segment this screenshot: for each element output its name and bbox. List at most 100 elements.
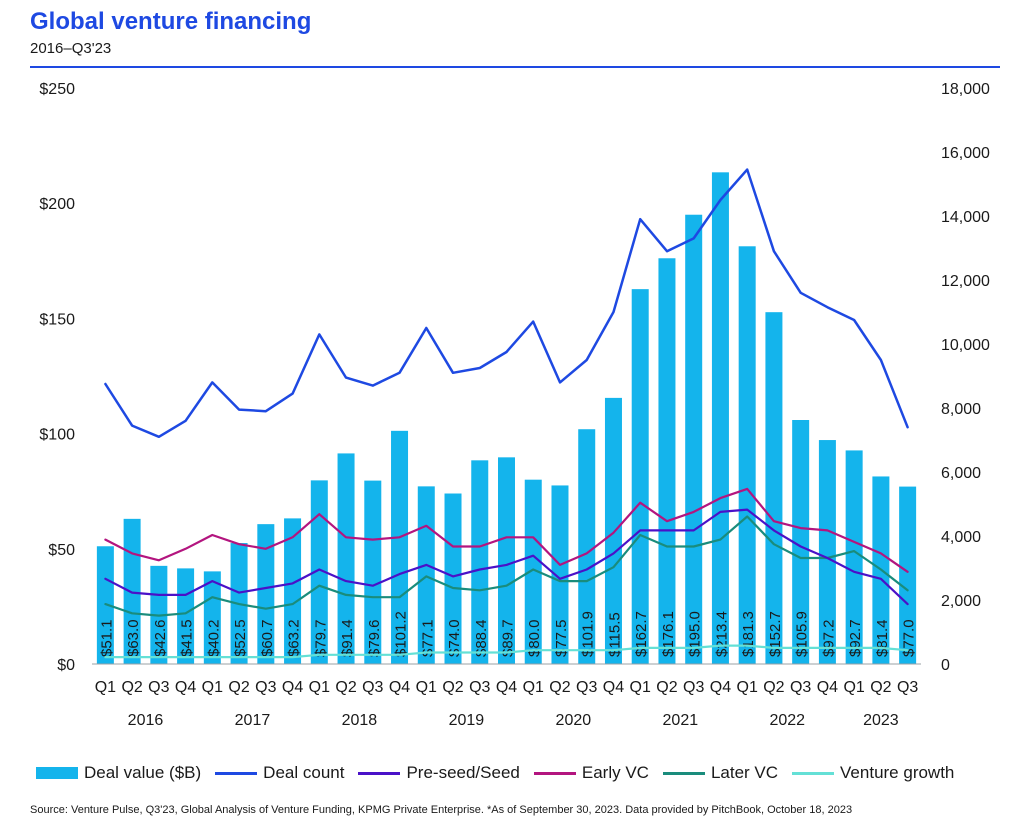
bar-value-label: $97.2 (820, 619, 837, 657)
bar-deal-value (257, 524, 275, 664)
x-tick-label: Q2 (763, 679, 784, 696)
line-pre-seed-seed (104, 508, 909, 606)
x-tick-label: Q2 (335, 679, 356, 696)
bar-value-label: $91.4 (339, 619, 356, 657)
y-left-tick-label: $200 (39, 196, 75, 213)
x-year-label: 2016 (128, 712, 164, 729)
bar-deal-value (524, 479, 542, 664)
bar-deal-value (899, 486, 917, 664)
x-tick-label: Q3 (576, 679, 597, 696)
line-later-vc (104, 515, 909, 617)
x-tick-label: Q3 (469, 679, 490, 696)
legend-item-early-vc: Early VC (533, 763, 649, 783)
legend-item-venture-growth: Venture growth (792, 763, 954, 783)
y-right-tick-label: 2,000 (941, 593, 981, 610)
bar-deal-value (765, 312, 783, 664)
y-left-tick-label: $0 (57, 657, 75, 674)
bar-value-label: $52.5 (232, 619, 249, 657)
y-right-tick-label: 16,000 (941, 145, 990, 162)
chart-title: Global venture financing (30, 8, 312, 35)
x-tick-label: Q4 (496, 679, 517, 696)
legend-label-pre-seed: Pre-seed/Seed (406, 763, 520, 782)
legend-swatch-early-vc (533, 771, 576, 775)
x-tick-label: Q1 (630, 679, 651, 696)
x-tick-label: Q2 (442, 679, 463, 696)
y-right-tick-label: 6,000 (941, 465, 981, 482)
bar-value-label: $77.5 (553, 619, 570, 657)
y-right-tick-label: 8,000 (941, 401, 981, 418)
x-year-label: 2018 (342, 712, 378, 729)
bar-value-label: $105.9 (794, 611, 811, 657)
y-right-tick-label: 10,000 (941, 337, 990, 354)
x-tick-label: Q2 (228, 679, 249, 696)
x-tick-label: Q1 (843, 679, 864, 696)
x-year-label: 2023 (863, 712, 899, 729)
chart-legend: Deal value ($B) Deal count Pre-seed/Seed… (36, 763, 968, 783)
x-tick-label: Q1 (416, 679, 437, 696)
bar-deal-value (551, 485, 569, 664)
bar-value-label: $162.7 (633, 611, 650, 657)
bar-deal-value (498, 457, 515, 664)
x-tick-label: Q4 (175, 679, 196, 696)
legend-item-deal-count: Deal count (215, 763, 344, 783)
bar-deal-value (818, 440, 836, 664)
x-tick-label: Q1 (202, 679, 223, 696)
bar-deal-value (471, 460, 489, 664)
x-year-label: 2020 (556, 712, 592, 729)
x-tick-label: Q2 (656, 679, 677, 696)
legend-swatch-later-vc (662, 771, 705, 775)
x-tick-label: Q3 (683, 679, 704, 696)
y-right-tick-label: 4,000 (941, 529, 981, 546)
x-tick-label: Q4 (817, 679, 838, 696)
legend-item-pre-seed: Pre-seed/Seed (358, 763, 520, 783)
bar-value-label: $63.0 (125, 619, 142, 657)
bar-value-label: $181.3 (740, 611, 757, 657)
bar-value-label: $41.5 (179, 619, 196, 657)
x-year-label: 2021 (663, 712, 699, 729)
bar-value-label: $92.7 (847, 619, 864, 657)
bar-value-label: $101.9 (580, 611, 597, 657)
bar-value-label: $60.7 (259, 619, 276, 657)
x-tick-label: Q1 (737, 679, 758, 696)
chart-subtitle: 2016–Q3'23 (30, 40, 112, 57)
source-note: Source: Venture Pulse, Q3'23, Global Ana… (30, 804, 853, 816)
bar-value-label: $195.0 (687, 611, 704, 657)
bar-value-label: $51.1 (98, 619, 115, 657)
x-tick-label: Q4 (603, 679, 624, 696)
x-tick-label: Q3 (790, 679, 811, 696)
y-right-tick-label: 14,000 (941, 209, 990, 226)
y-left-tick-label: $50 (48, 542, 75, 559)
legend-label-venture-growth: Venture growth (840, 763, 955, 782)
bar-value-label: $101.2 (393, 611, 410, 657)
line-venture-growth (104, 644, 909, 659)
bar-deal-value (578, 429, 596, 664)
y-right-tick-label: 18,000 (941, 81, 990, 98)
bar-value-label: $152.7 (767, 611, 784, 657)
legend-label-early-vc: Early VC (581, 763, 649, 782)
x-tick-label: Q3 (148, 679, 169, 696)
bar-deal-value (711, 172, 729, 664)
bar-value-label: $40.2 (205, 619, 222, 657)
bar-deal-value (738, 246, 756, 665)
legend-item-deal-value: Deal value ($B) (36, 763, 201, 783)
legend-swatch-pre-seed (358, 771, 401, 775)
bar-deal-value (364, 480, 382, 664)
bar-deal-value (685, 214, 703, 664)
bar-value-label: $42.6 (152, 619, 169, 657)
bar-value-label: $80.0 (526, 619, 543, 657)
bar-value-label: $79.6 (366, 619, 383, 657)
bar-value-label: $213.4 (713, 611, 730, 657)
legend-label-later-vc: Later VC (710, 763, 779, 782)
legend-item-later-vc: Later VC (662, 763, 779, 783)
bar-deal-value (203, 571, 221, 664)
x-tick-label: Q2 (121, 679, 142, 696)
bar-value-label: $77.0 (901, 619, 918, 657)
legend-label-deal-value: Deal value ($B) (84, 763, 202, 782)
x-year-label: 2019 (449, 712, 485, 729)
bar-deal-value (310, 480, 328, 664)
bar-deal-value (604, 397, 622, 664)
legend-label-deal-count: Deal count (263, 763, 345, 782)
bar-value-label: $63.2 (286, 619, 303, 657)
bar-value-label: $74.0 (446, 619, 463, 657)
x-tick-label: Q3 (255, 679, 276, 696)
